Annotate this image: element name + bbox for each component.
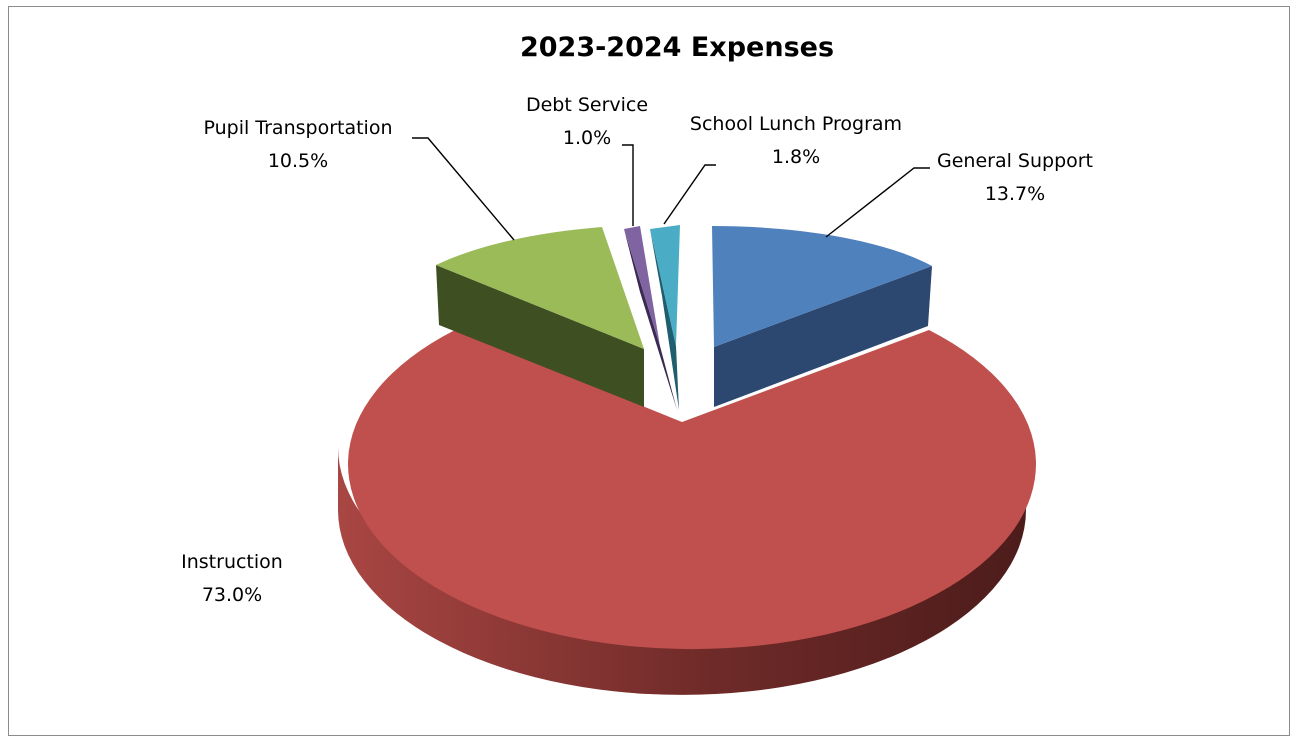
label-school-lunch-pct: 1.8% bbox=[772, 146, 820, 168]
label-debt-service: Debt Service bbox=[526, 94, 648, 116]
leader-line-pupil-transportation bbox=[412, 138, 514, 240]
leader-line-general-support bbox=[826, 168, 930, 237]
label-instruction: Instruction bbox=[181, 551, 283, 573]
label-pupil-transportation-pct: 10.5% bbox=[268, 150, 328, 172]
label-debt-service-pct: 1.0% bbox=[563, 127, 611, 149]
label-general-support: General Support bbox=[937, 150, 1093, 172]
leader-line-school-lunch bbox=[664, 165, 716, 224]
label-pupil-transportation: Pupil Transportation bbox=[203, 117, 392, 139]
label-instruction-pct: 73.0% bbox=[202, 584, 262, 606]
label-school-lunch: School Lunch Program bbox=[690, 113, 902, 135]
leader-line-debt-service bbox=[622, 145, 633, 226]
chart-title: 2023-2024 Expenses bbox=[520, 32, 834, 63]
label-general-support-pct: 13.7% bbox=[985, 183, 1045, 205]
